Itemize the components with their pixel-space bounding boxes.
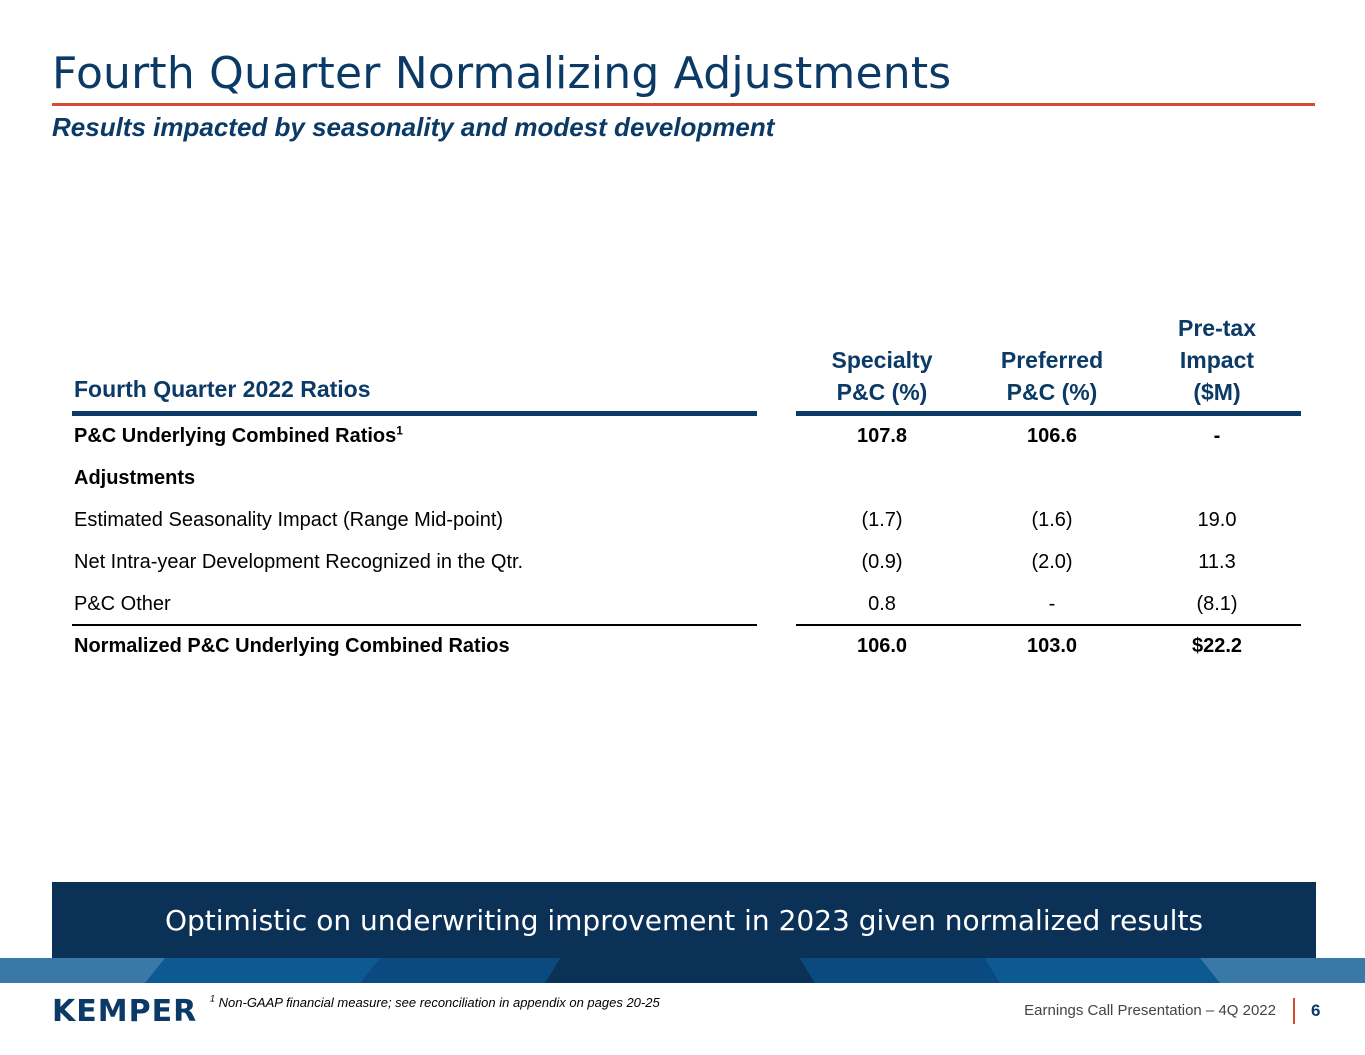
cell-pretax: (8.1) [1196, 593, 1238, 615]
total-rule-left [72, 624, 757, 626]
col-header-preferred: Preferred P&C (%) [1000, 347, 1104, 405]
page-subtitle: Results impacted by seasonality and mode… [52, 112, 775, 142]
footnote-text: Non-GAAP financial measure; see reconcil… [218, 995, 660, 1010]
table-label-header: Fourth Quarter 2022 Ratios [74, 376, 371, 402]
row-label: Estimated Seasonality Impact (Range Mid-… [74, 509, 504, 531]
footnote-marker: 1 [396, 423, 403, 438]
table-row: P&C Other 0.8 - (8.1) [74, 593, 1301, 635]
cell-preferred: 103.0 [1026, 635, 1078, 657]
cell-preferred: (1.6) [1031, 509, 1073, 531]
cell-pretax: $22.2 [1191, 635, 1243, 657]
cell-pretax: - [1213, 425, 1221, 447]
kemper-logo: KEMPER [52, 994, 198, 1029]
cell-specialty: 106.0 [856, 635, 908, 657]
footnote-number: 1 [210, 993, 216, 1004]
row-label: Adjustments [74, 467, 196, 489]
table-row: Net Intra-year Development Recognized in… [74, 551, 1301, 593]
page-number: 6 [1311, 1001, 1321, 1020]
cell-pretax: 19.0 [1197, 509, 1237, 531]
total-rule-right [796, 624, 1301, 626]
row-label: P&C Underlying Combined Ratios [74, 425, 397, 447]
cell-specialty: 0.8 [868, 593, 896, 615]
header-rule-left [72, 411, 757, 416]
table-row: P&C Underlying Combined Ratios1 107.8 10… [74, 423, 1301, 467]
cell-pretax: 11.3 [1198, 551, 1236, 573]
title-divider [52, 103, 1315, 106]
takeaway-banner: Optimistic on underwriting improvement i… [52, 882, 1316, 959]
col-header-pretax: Pre-tax Impact ($M) [1178, 315, 1256, 405]
row-label: Normalized P&C Underlying Combined Ratio… [74, 635, 510, 657]
presentation-label: Earnings Call Presentation – 4Q 2022 [1024, 1002, 1276, 1019]
table-row: Adjustments [74, 467, 1301, 509]
cell-preferred: - [1048, 593, 1056, 615]
cell-specialty: 107.8 [856, 425, 908, 447]
decorative-stripe [0, 958, 1365, 983]
footer-divider [1293, 998, 1295, 1024]
cell-specialty: (1.7) [861, 509, 903, 531]
header-rule-right [796, 411, 1301, 416]
row-label: Net Intra-year Development Recognized in… [74, 551, 524, 573]
col-header-specialty: Specialty P&C (%) [831, 347, 933, 405]
cell-specialty: (0.9) [861, 551, 903, 573]
cell-preferred: 106.6 [1026, 425, 1078, 447]
page-title: Fourth Quarter Normalizing Adjustments [52, 48, 952, 99]
table-row-total: Normalized P&C Underlying Combined Ratio… [74, 635, 1301, 677]
cell-preferred: (2.0) [1031, 551, 1073, 573]
footnote: 1 Non-GAAP financial measure; see reconc… [210, 993, 660, 1010]
table-row: Estimated Seasonality Impact (Range Mid-… [74, 509, 1301, 551]
row-label: P&C Other [74, 593, 171, 615]
